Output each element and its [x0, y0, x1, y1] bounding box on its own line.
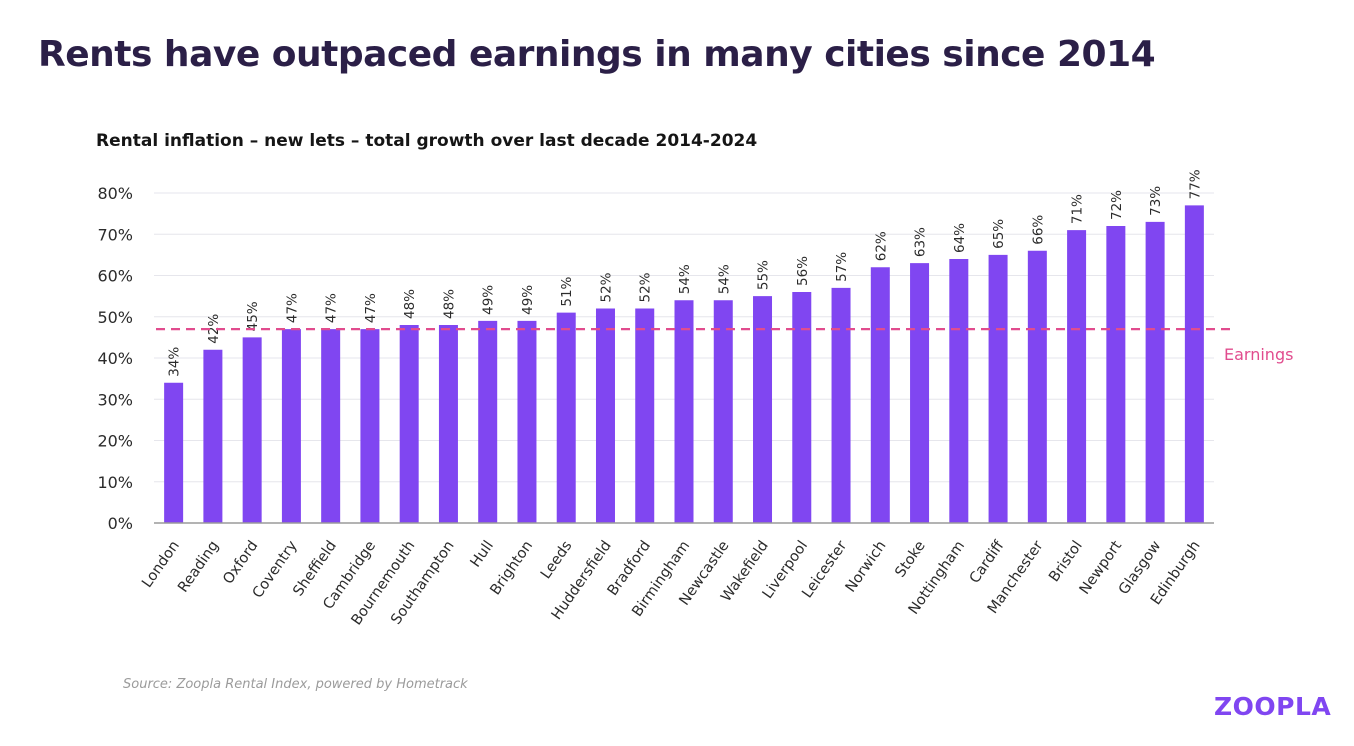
y-tick-label: 60% [97, 267, 133, 286]
data-label: 47% [324, 293, 340, 323]
y-axis-tick-labels: 0% 10% 20% 30% 40% 50% 60% 70% 80% [97, 184, 133, 533]
data-label: 48% [402, 289, 418, 319]
chart-headline: Rents have outpaced earnings in many cit… [38, 34, 1156, 75]
x-category-label: Reading [175, 538, 222, 595]
bar [792, 292, 812, 523]
data-labels: 34% 42% 45% 47% 47% 47% 48% 48% 49% 49% 51% 52% 52% 5… [167, 169, 1204, 377]
x-category-label: Norwich [843, 538, 890, 595]
y-tick-label: 0% [108, 514, 133, 533]
earnings-label: Earnings [1224, 345, 1293, 364]
data-label: 52% [598, 272, 614, 302]
bar [1106, 226, 1126, 523]
data-label: 73% [1148, 186, 1164, 216]
source-note: Source: Zoopla Rental Index, powered by … [123, 677, 468, 692]
data-label: 48% [441, 289, 457, 319]
bar [595, 308, 615, 523]
data-label: 56% [795, 256, 811, 286]
data-label: 64% [952, 223, 968, 253]
x-category-label: Stoke [892, 538, 928, 580]
y-tick-label: 20% [97, 432, 133, 451]
data-label: 77% [1187, 169, 1203, 199]
data-label: 63% [913, 227, 929, 257]
bar [870, 267, 890, 523]
bar [753, 296, 773, 523]
y-tick-label: 70% [97, 225, 133, 244]
data-label: 65% [991, 219, 1007, 249]
data-label: 52% [638, 272, 654, 302]
y-tick-label: 30% [97, 390, 133, 409]
x-category-label: Cardiff [967, 537, 1008, 586]
y-tick-label: 80% [97, 184, 133, 203]
data-label: 71% [1070, 194, 1086, 224]
data-label: 51% [559, 276, 575, 306]
bar [713, 300, 733, 523]
bar [321, 329, 341, 523]
bar [281, 329, 301, 523]
y-tick-label: 50% [97, 308, 133, 327]
y-tick-label: 40% [97, 349, 133, 368]
bar [1145, 221, 1165, 523]
bar [1027, 250, 1047, 523]
x-axis-category-labels: LondonReadingOxfordCoventrySheffieldCamb… [139, 537, 1203, 628]
data-label: 72% [1109, 190, 1125, 220]
earnings-reference: Earnings [156, 328, 1293, 364]
data-label: 49% [520, 285, 536, 315]
data-label: 47% [363, 293, 379, 323]
bar [635, 308, 655, 523]
bar [831, 287, 851, 523]
bar [910, 263, 930, 523]
bar [360, 329, 380, 523]
data-label: 49% [481, 285, 497, 315]
bar [242, 337, 262, 523]
data-label: 34% [167, 347, 183, 377]
data-label: 54% [716, 264, 732, 294]
x-category-label: Hull [468, 538, 497, 570]
bar [438, 325, 458, 523]
data-label: 45% [245, 301, 261, 331]
x-category-label: Leeds [538, 538, 575, 582]
data-label: 62% [873, 231, 889, 261]
bar [1184, 205, 1204, 523]
x-category-label: London [139, 538, 183, 591]
x-category-label: Bristol [1046, 538, 1086, 585]
bar [517, 320, 537, 523]
bar [949, 259, 969, 523]
chart-title: Rental inflation – new lets – total grow… [96, 131, 758, 151]
data-label: 42% [206, 314, 222, 344]
data-label: 54% [677, 264, 693, 294]
bar [1067, 230, 1087, 523]
y-tick-label: 10% [97, 473, 133, 492]
data-label: 66% [1030, 215, 1046, 245]
bars [164, 205, 1204, 523]
x-category-label: Oxford [220, 538, 261, 587]
bar [988, 254, 1008, 523]
bar [674, 300, 694, 523]
bar [203, 349, 223, 523]
bar [399, 325, 419, 523]
bar [164, 382, 184, 523]
bar [556, 312, 576, 523]
data-label: 57% [834, 252, 850, 282]
data-label: 47% [284, 293, 300, 323]
bar [478, 320, 498, 523]
data-label: 55% [756, 260, 772, 290]
zoopla-logo: ZOOPLA [1214, 692, 1332, 721]
